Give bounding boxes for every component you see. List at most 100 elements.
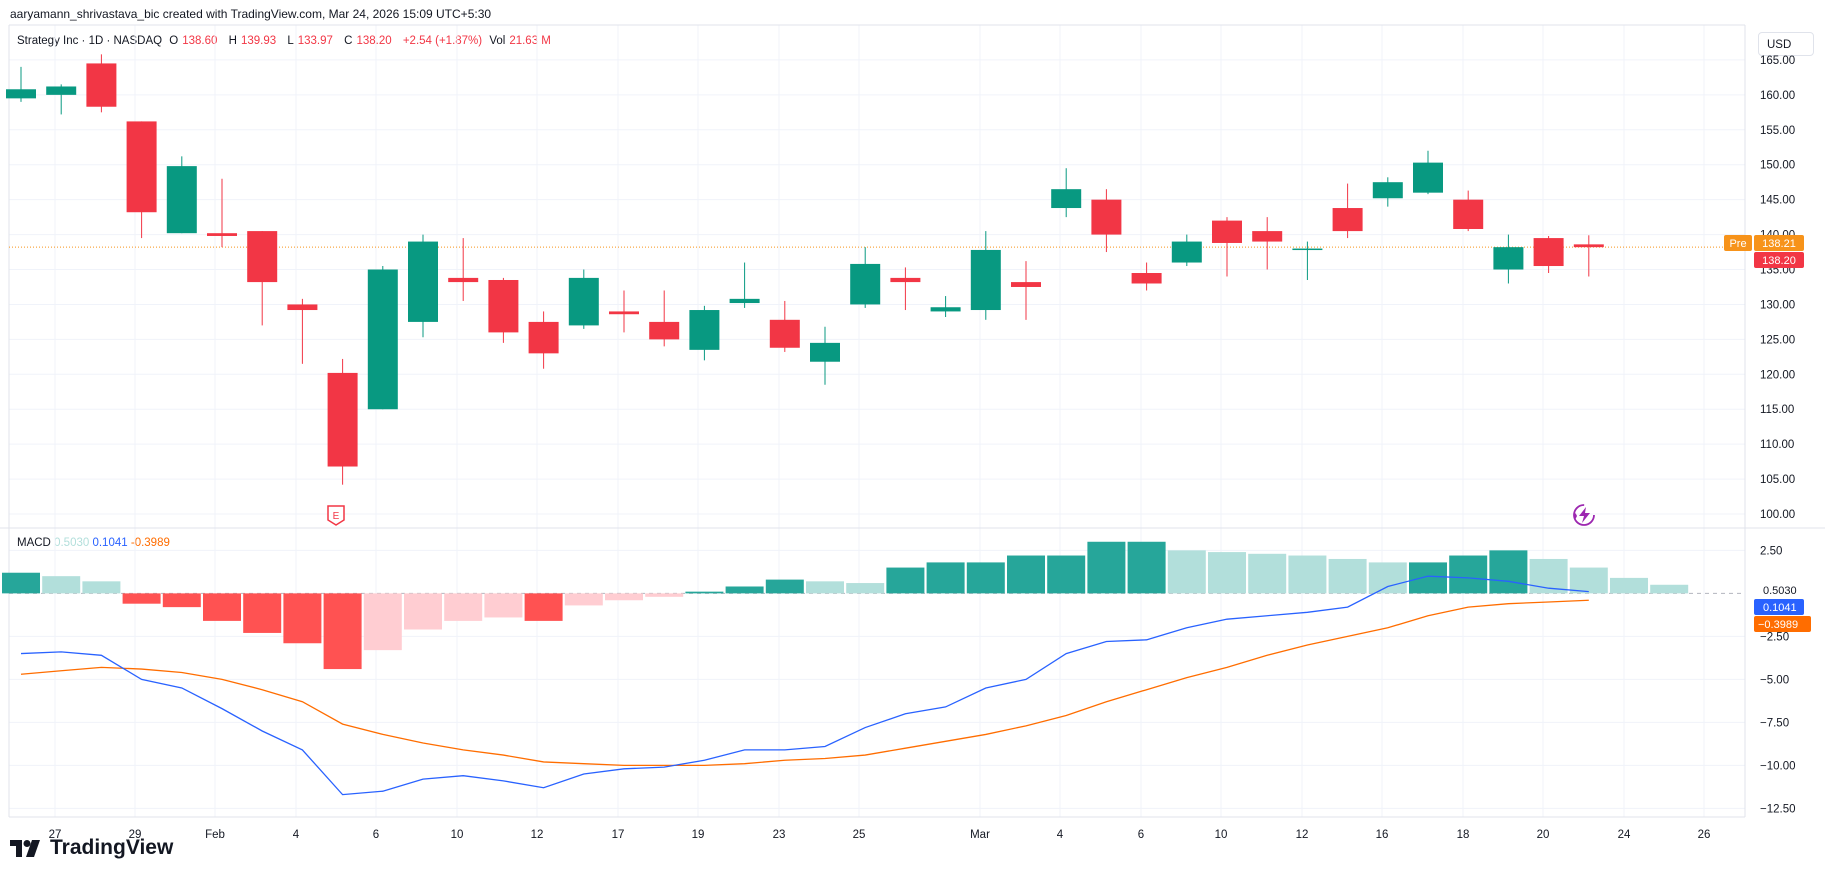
- candle: [488, 277, 519, 343]
- macd-tick-label: −5.00: [1760, 674, 1789, 686]
- candle-body: [930, 307, 961, 312]
- candle-body: [890, 277, 921, 283]
- candle-body: [810, 342, 840, 362]
- earnings-marker[interactable]: E: [327, 505, 345, 526]
- candle-body: [609, 311, 639, 315]
- histogram-bar: [404, 593, 442, 630]
- last-price-tag: 138.20: [1754, 252, 1804, 268]
- brand-logo[interactable]: TradingView: [10, 836, 173, 860]
- candle: [1332, 183, 1363, 239]
- price-tick-label: 165.00: [1760, 55, 1795, 67]
- macd-signal-tag: −0.3989: [1758, 619, 1798, 631]
- histogram-bar: [1007, 555, 1045, 594]
- candle: [930, 296, 961, 318]
- candles: [6, 54, 1604, 485]
- time-tick-label: 26: [1698, 829, 1711, 841]
- candle: [1091, 189, 1122, 253]
- macd-histogram: [2, 541, 1689, 670]
- candle: [810, 326, 840, 385]
- close-value: 138.20: [356, 35, 392, 47]
- histogram-bar: [605, 593, 643, 601]
- candle: [1051, 168, 1082, 218]
- time-tick-label: 12: [531, 829, 544, 841]
- lightning-event-icon[interactable]: [1573, 504, 1595, 526]
- price-tick-label: 105.00: [1760, 474, 1795, 486]
- symbol-legend: Strategy Inc · 1D · NASDAQ O 138.60 H 139.…: [17, 35, 559, 47]
- macd-tick-label: −12.50: [1760, 803, 1796, 815]
- histogram-bar: [725, 586, 764, 594]
- time-tick-label: 17: [612, 829, 625, 841]
- histogram-bar: [323, 593, 362, 670]
- candle-body: [488, 279, 519, 333]
- macd-tick-label: −7.50: [1760, 717, 1789, 729]
- candle: [1533, 235, 1564, 274]
- macd-axis[interactable]: 2.50 −2.50 −5.00 −7.50 −10.00 −12.50: [1760, 545, 1796, 815]
- candle: [1171, 234, 1202, 267]
- macd-line: [20, 575, 1589, 796]
- candle-body: [1332, 208, 1363, 232]
- candle: [408, 234, 438, 338]
- histogram-bar: [1650, 584, 1689, 594]
- macd-name[interactable]: MACD: [17, 537, 51, 549]
- candle-body: [649, 321, 680, 340]
- price-tick-label: 115.00: [1760, 404, 1794, 416]
- candle: [568, 269, 599, 329]
- price-tick-label: 130.00: [1760, 299, 1795, 311]
- macd-line-tag: 0.1041: [1763, 602, 1797, 614]
- candle-body: [1011, 282, 1041, 287]
- macd-histogram-tag: 0.5030: [1763, 585, 1797, 597]
- volume-label: Vol: [489, 35, 506, 47]
- candle-body: [1493, 247, 1524, 270]
- candle-body: [1252, 231, 1283, 242]
- macd-tick-label: 2.50: [1760, 545, 1782, 557]
- candle-body: [528, 321, 559, 354]
- price-axis[interactable]: 165.00160.00155.00150.00145.00140.00135.…: [1760, 55, 1795, 521]
- time-tick-label: 20: [1537, 829, 1550, 841]
- time-tick-label: Mar: [970, 829, 990, 841]
- time-axis[interactable]: 27 29 Feb 4 6 10 12 17 19 23 25 Mar 4 6 10 12 16 18 20 24 26: [49, 829, 1711, 841]
- candle: [609, 290, 639, 333]
- candle: [1413, 150, 1443, 195]
- grid-lines: [9, 25, 1745, 817]
- macd-signal-line: [20, 599, 1589, 767]
- histogram-bar: [1610, 577, 1648, 594]
- histogram-bar: [82, 581, 121, 594]
- candle-body: [166, 166, 197, 234]
- currency-button[interactable]: USD: [1758, 32, 1814, 56]
- histogram-bar: [564, 593, 603, 606]
- macd-signal-value: -0.3989: [130, 537, 170, 549]
- price-tick-label: 150.00: [1760, 160, 1795, 172]
- candle-body: [729, 298, 760, 304]
- histogram-bar: [1288, 555, 1327, 594]
- histogram-bar: [806, 581, 844, 594]
- histogram-bar: [1208, 552, 1246, 594]
- histogram-bar: [2, 572, 40, 594]
- time-tick-label: 18: [1457, 829, 1470, 841]
- histogram-bar: [1328, 558, 1367, 594]
- time-tick-label: 4: [293, 829, 300, 841]
- candle: [1573, 235, 1604, 277]
- high-label: H: [228, 35, 237, 47]
- histogram-bar: [1569, 567, 1608, 594]
- histogram-bar: [524, 593, 563, 621]
- symbol-title[interactable]: Strategy Inc · 1D · NASDAQ: [17, 35, 163, 47]
- histogram-bar: [645, 593, 684, 597]
- candle: [448, 238, 479, 301]
- time-tick-label: 12: [1296, 829, 1309, 841]
- close-label: C: [344, 35, 353, 47]
- attribution-text: aaryamann_shrivastava_bic created with T…: [10, 7, 492, 21]
- histogram-bar: [685, 591, 724, 594]
- candle: [207, 178, 237, 248]
- macd-legend: MACD 0.5030 0.1041 -0.3989: [17, 537, 170, 549]
- candle: [327, 358, 358, 485]
- histogram-bar: [846, 583, 885, 594]
- candle: [1011, 261, 1041, 320]
- candle: [126, 121, 157, 239]
- candle-body: [408, 241, 438, 322]
- histogram-bar: [444, 593, 483, 621]
- candle: [1372, 177, 1403, 207]
- candle: [46, 84, 77, 115]
- histogram-bar: [1167, 550, 1206, 594]
- candle: [528, 311, 559, 369]
